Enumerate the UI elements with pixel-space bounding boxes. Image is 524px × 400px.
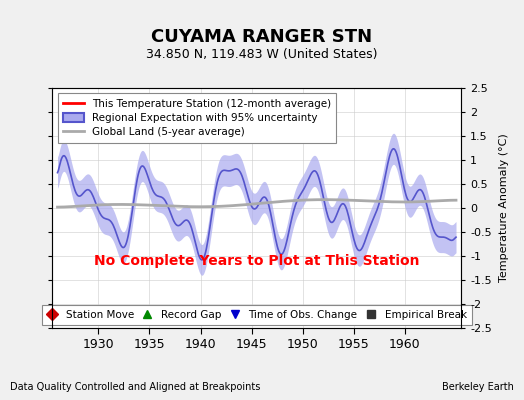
Legend: Station Move, Record Gap, Time of Obs. Change, Empirical Break: Station Move, Record Gap, Time of Obs. C…: [42, 305, 472, 325]
Text: 34.850 N, 119.483 W (United States): 34.850 N, 119.483 W (United States): [146, 48, 378, 61]
Y-axis label: Temperature Anomaly (°C): Temperature Anomaly (°C): [499, 134, 509, 282]
Text: CUYAMA RANGER STN: CUYAMA RANGER STN: [151, 28, 373, 46]
Text: Data Quality Controlled and Aligned at Breakpoints: Data Quality Controlled and Aligned at B…: [10, 382, 261, 392]
Text: No Complete Years to Plot at This Station: No Complete Years to Plot at This Statio…: [94, 254, 420, 268]
Text: Berkeley Earth: Berkeley Earth: [442, 382, 514, 392]
